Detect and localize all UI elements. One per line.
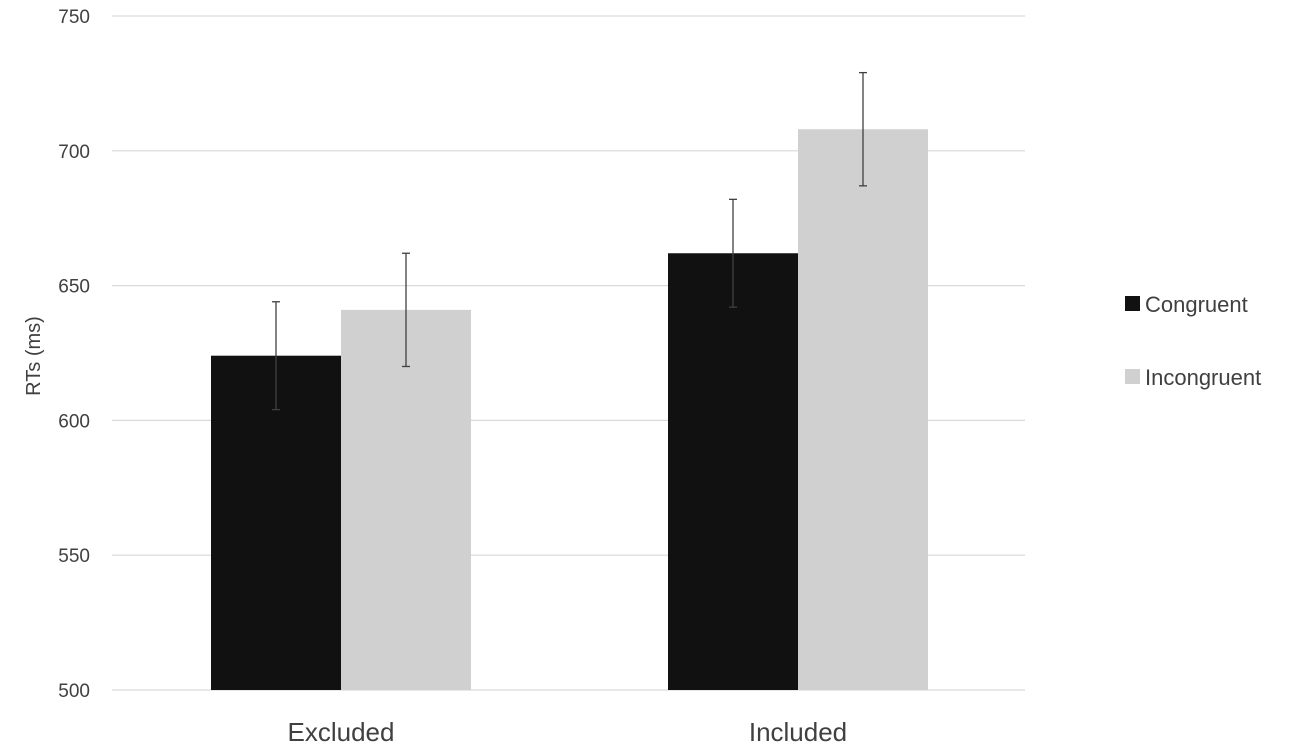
y-tick-label: 500	[58, 681, 90, 702]
legend-item-incongruent: Incongruent	[1125, 365, 1261, 390]
bar-incongruent-excluded	[341, 309, 471, 690]
legend-swatch	[1125, 369, 1140, 384]
y-tick-label: 750	[58, 7, 90, 28]
error-bar-incongruent-excluded	[402, 252, 410, 368]
x-axis-categories: Excluded Included	[288, 717, 848, 747]
bar-congruent-excluded	[211, 355, 341, 690]
legend: Congruent Incongruent	[1125, 292, 1261, 390]
bar-congruent-included	[668, 253, 798, 691]
error-bar-congruent-included	[729, 198, 737, 308]
legend-label: Congruent	[1145, 292, 1248, 317]
y-tick-label: 650	[58, 277, 90, 298]
error-bars	[272, 71, 867, 411]
y-axis-ticks: 500 550 600 650 700 750	[58, 7, 90, 702]
error-bar-incongruent-included	[859, 71, 867, 187]
legend-label: Incongruent	[1145, 365, 1261, 390]
y-tick-label: 600	[58, 411, 90, 432]
legend-swatch	[1125, 296, 1140, 311]
bar-incongruent-included	[798, 129, 928, 690]
x-category-label: Excluded	[288, 717, 395, 747]
x-category-label: Included	[749, 717, 847, 747]
y-axis-title: RTs (ms)	[23, 316, 45, 396]
legend-item-congruent: Congruent	[1125, 292, 1248, 317]
y-tick-label: 700	[58, 142, 90, 163]
bars	[211, 129, 928, 691]
y-tick-label: 550	[58, 546, 90, 567]
error-bar-congruent-excluded	[272, 301, 280, 411]
